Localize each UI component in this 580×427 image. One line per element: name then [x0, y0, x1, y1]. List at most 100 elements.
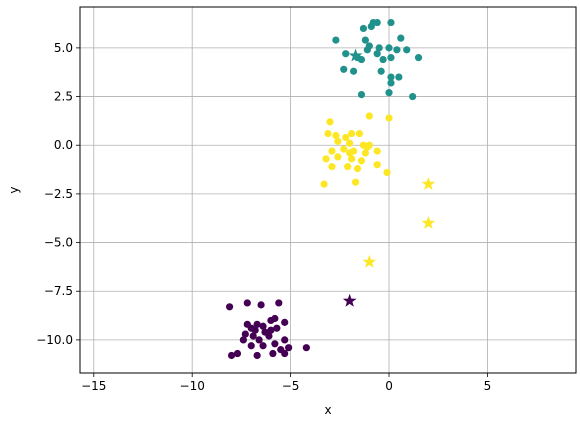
data-point [357, 157, 366, 165]
data-point [273, 324, 281, 332]
star-marker [348, 48, 363, 62]
data-point [253, 351, 261, 360]
data-point [375, 44, 383, 52]
data-point [373, 161, 381, 169]
data-point [281, 318, 289, 326]
data-point [342, 133, 350, 142]
data-point [320, 180, 328, 188]
data-point [403, 46, 411, 54]
data-point [271, 314, 279, 323]
data-point [361, 36, 369, 44]
data-point [357, 91, 366, 99]
data-point [326, 118, 334, 126]
data-point [379, 55, 387, 64]
data-point [328, 147, 336, 155]
data-point [233, 349, 242, 358]
data-point [346, 139, 354, 147]
data-point [395, 73, 403, 81]
x-tick-label: 5 [484, 379, 492, 393]
data-point [239, 336, 247, 344]
y-axis-label: y [7, 186, 21, 193]
data-point [363, 46, 371, 54]
data-point [377, 67, 385, 75]
data-point [385, 89, 393, 97]
data-point [243, 320, 251, 328]
data-point [267, 326, 275, 334]
x-axis-label: x [324, 403, 331, 417]
data-point [251, 326, 259, 334]
points-layer [225, 18, 423, 360]
data-point [340, 145, 348, 153]
data-point [255, 336, 263, 344]
x-tick-label: −5 [282, 379, 300, 393]
data-point [332, 36, 340, 44]
data-point [383, 168, 391, 177]
y-tick-label: −2.5 [44, 187, 73, 201]
data-point [324, 129, 332, 138]
data-point [241, 330, 249, 338]
y-tick-label: −7.5 [44, 284, 73, 298]
data-point [340, 65, 348, 73]
data-point [387, 79, 395, 87]
data-point [302, 344, 310, 352]
data-point [334, 153, 342, 161]
data-point [365, 112, 373, 120]
data-point [271, 340, 279, 348]
data-point [373, 50, 381, 58]
data-point [227, 351, 236, 360]
data-point [259, 322, 267, 330]
data-point [361, 149, 369, 157]
data-point [385, 44, 393, 52]
y-tick-label: −10.0 [36, 333, 73, 347]
data-point [414, 54, 423, 62]
data-point [257, 301, 265, 309]
data-point [409, 92, 417, 101]
data-point [346, 149, 354, 157]
data-point [225, 303, 234, 311]
star-marker [421, 215, 436, 229]
data-point [373, 147, 381, 155]
data-point [353, 164, 362, 173]
data-point [277, 346, 285, 354]
data-point [373, 18, 381, 27]
stars-layer [342, 48, 436, 307]
data-point [351, 178, 360, 186]
data-point [359, 24, 368, 33]
data-point [348, 129, 356, 138]
data-point [348, 155, 356, 163]
data-point [328, 163, 336, 171]
data-point [349, 67, 358, 75]
x-tick-label: −15 [81, 379, 106, 393]
data-point [259, 342, 267, 350]
data-point [397, 34, 405, 42]
y-tick-label: 0.0 [54, 138, 73, 152]
data-point [281, 336, 289, 344]
data-point [387, 54, 395, 62]
data-point [249, 332, 257, 340]
data-point [393, 46, 401, 54]
data-point [367, 22, 375, 31]
y-tick-label: 5.0 [54, 41, 73, 55]
grid-layer [80, 7, 576, 373]
data-point [322, 155, 330, 163]
y-tick-label: 2.5 [54, 90, 73, 104]
y-tick-label: −5.0 [44, 236, 73, 250]
data-point [332, 131, 340, 140]
data-point [247, 342, 255, 350]
data-point [344, 163, 352, 171]
data-point [275, 299, 283, 307]
data-point [253, 320, 261, 328]
data-point [363, 143, 371, 151]
data-point [385, 114, 393, 122]
data-point [342, 50, 350, 58]
star-marker [342, 293, 357, 307]
star-marker [421, 176, 436, 190]
star-marker [362, 254, 377, 268]
data-point [355, 129, 364, 138]
data-point [269, 349, 277, 358]
ticks-layer: −15 −10 −5 0 5 −10.0 −7.5 −5.0 −2.5 0.0 2.5 5.0 [36, 41, 491, 393]
data-point [261, 328, 269, 336]
x-tick-label: −10 [180, 379, 205, 393]
